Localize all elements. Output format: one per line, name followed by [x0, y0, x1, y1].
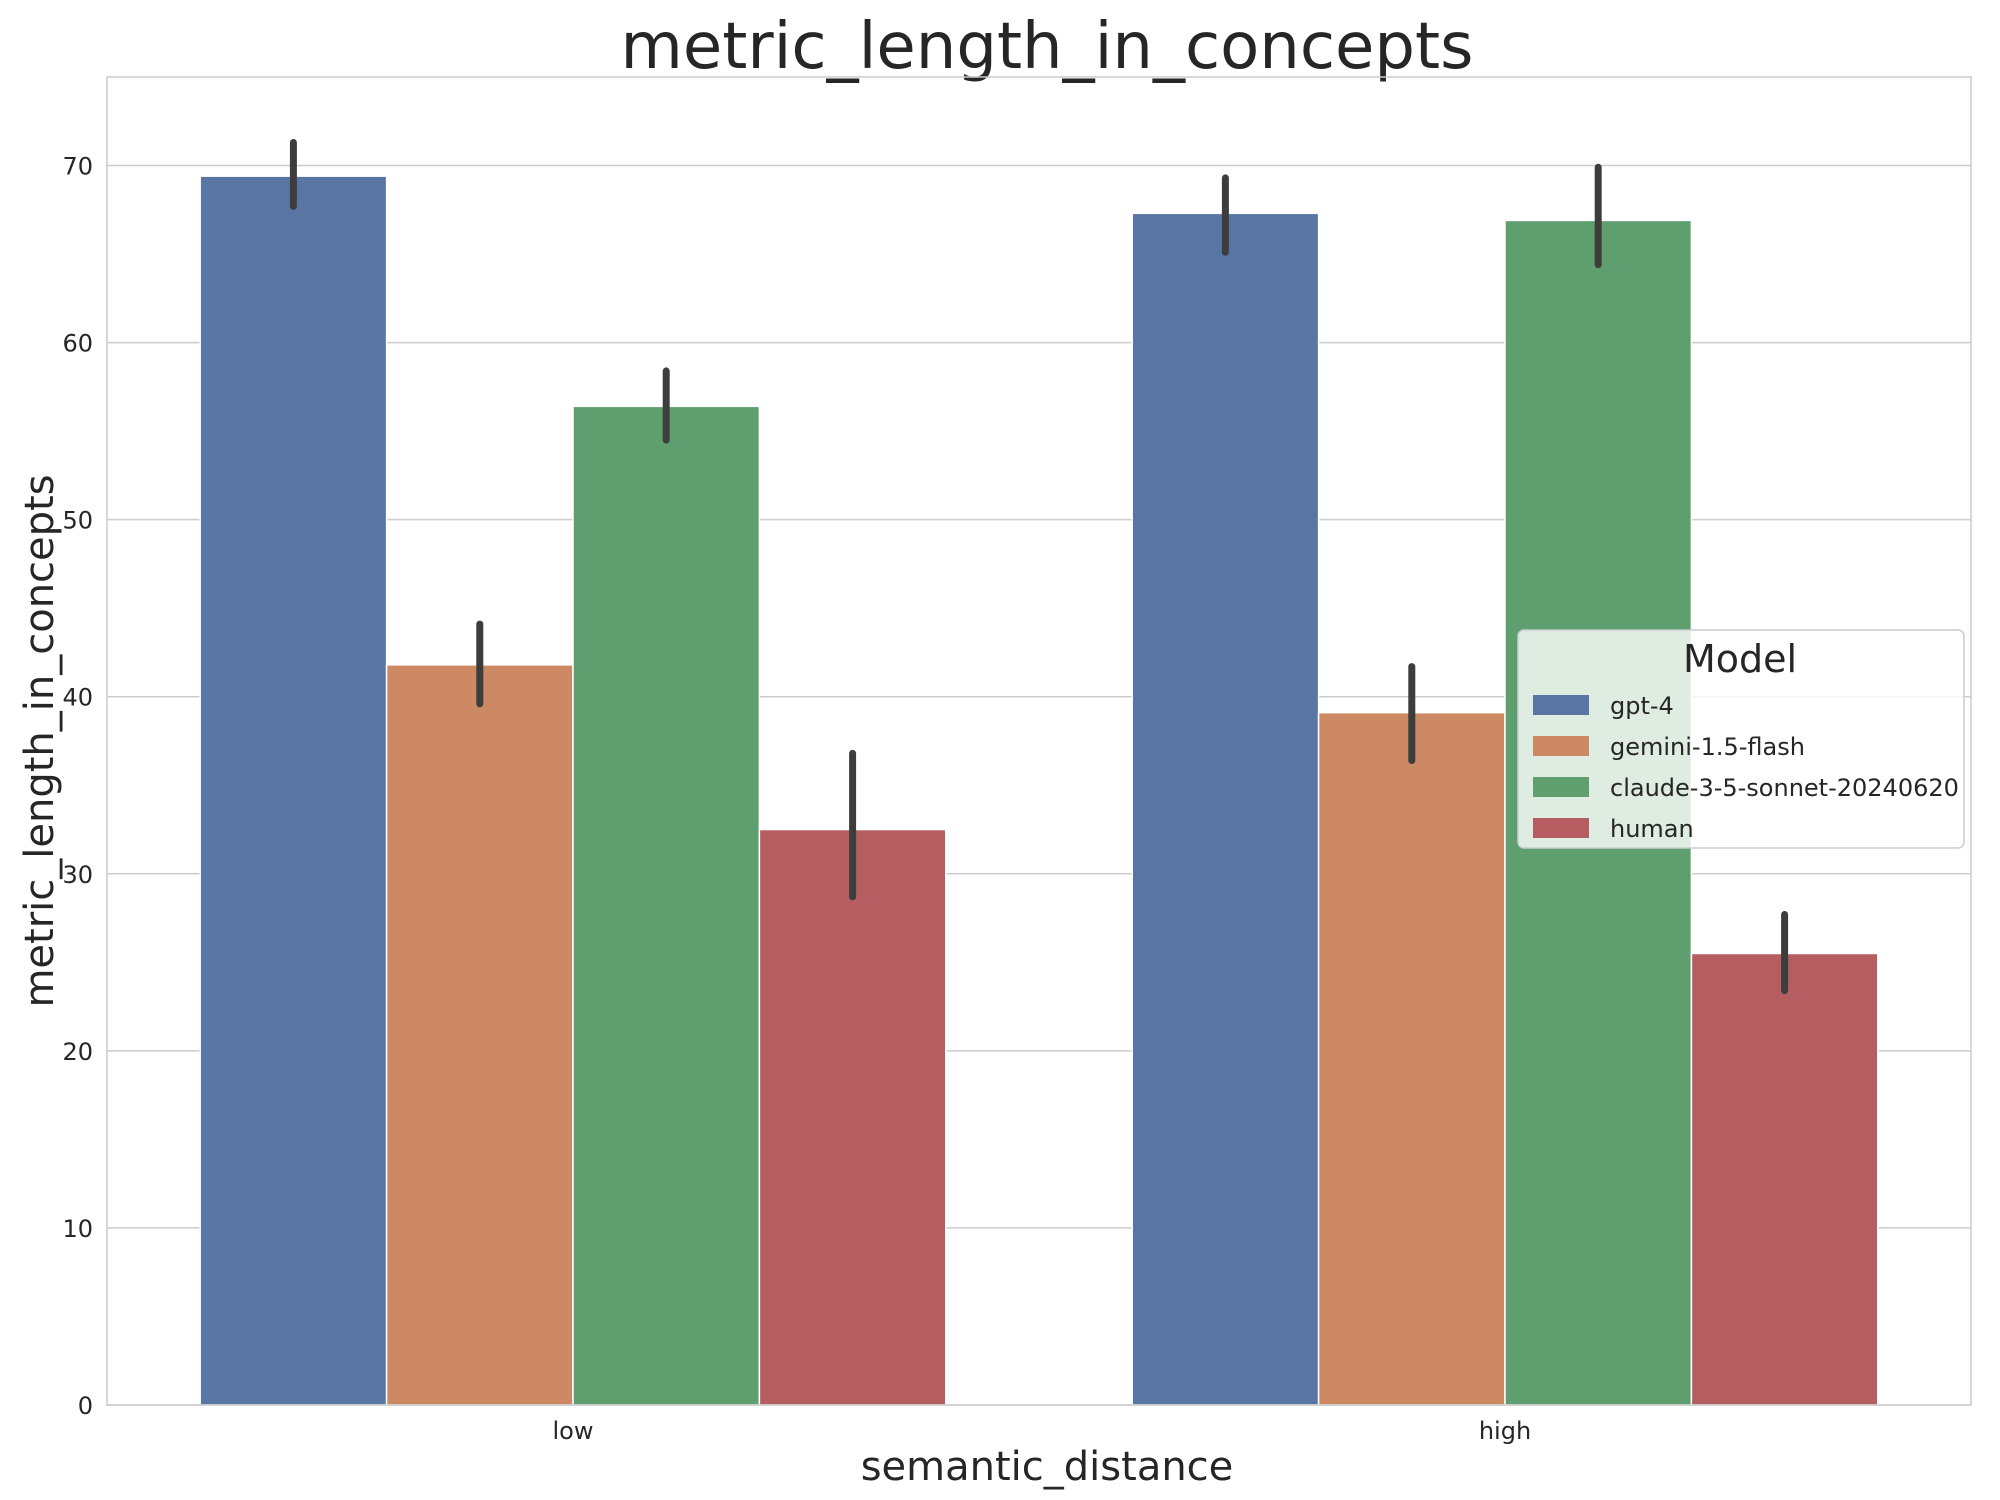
legend: Model gpt-4 gemini-1.5-flash claude-3-5-so… — [1517, 629, 1965, 849]
y-axis-label: metric_length_in_concepts — [17, 474, 63, 1007]
legend-swatch — [1533, 695, 1589, 715]
x-axis-label: semantic_distance — [861, 1444, 1234, 1490]
y-tick-label: 70 — [62, 153, 93, 181]
bar — [1690, 952, 1879, 1406]
bar — [758, 828, 947, 1406]
legend-item-label: human — [1610, 815, 1694, 843]
y-tick-label: 20 — [62, 1038, 93, 1066]
legend-item-label: gemini-1.5-flash — [1610, 733, 1805, 761]
y-tick-labels: 0 10 20 30 40 50 60 70 — [62, 153, 93, 1420]
plot-frame — [106, 76, 1972, 1406]
bar — [1317, 711, 1506, 1406]
bar — [572, 405, 761, 1406]
error-bars — [289, 139, 1789, 995]
y-tick-label: 60 — [62, 330, 93, 358]
legend-box — [1517, 629, 1965, 849]
y-tick-label: 50 — [62, 507, 93, 535]
chart-title: metric_length_in_concepts — [621, 10, 1474, 84]
y-tick-label: 10 — [62, 1215, 93, 1243]
x-tick-label: low — [553, 1417, 594, 1445]
x-tick-labels: low high — [553, 1417, 1532, 1445]
y-tick-label: 0 — [78, 1392, 93, 1420]
bar — [199, 175, 388, 1406]
legend-item-label: claude-3-5-sonnet-20240620 — [1610, 774, 1959, 802]
y-tick-label: 30 — [62, 861, 93, 889]
legend-swatch — [1533, 777, 1589, 797]
bar — [1131, 212, 1320, 1406]
x-tick-label: high — [1479, 1417, 1531, 1445]
y-tick-label: 40 — [62, 684, 93, 712]
legend-swatch — [1533, 818, 1589, 838]
bar — [385, 664, 574, 1406]
legend-item-label: gpt-4 — [1610, 692, 1674, 720]
legend-title: Model — [1683, 637, 1797, 681]
legend-swatch — [1533, 736, 1589, 756]
